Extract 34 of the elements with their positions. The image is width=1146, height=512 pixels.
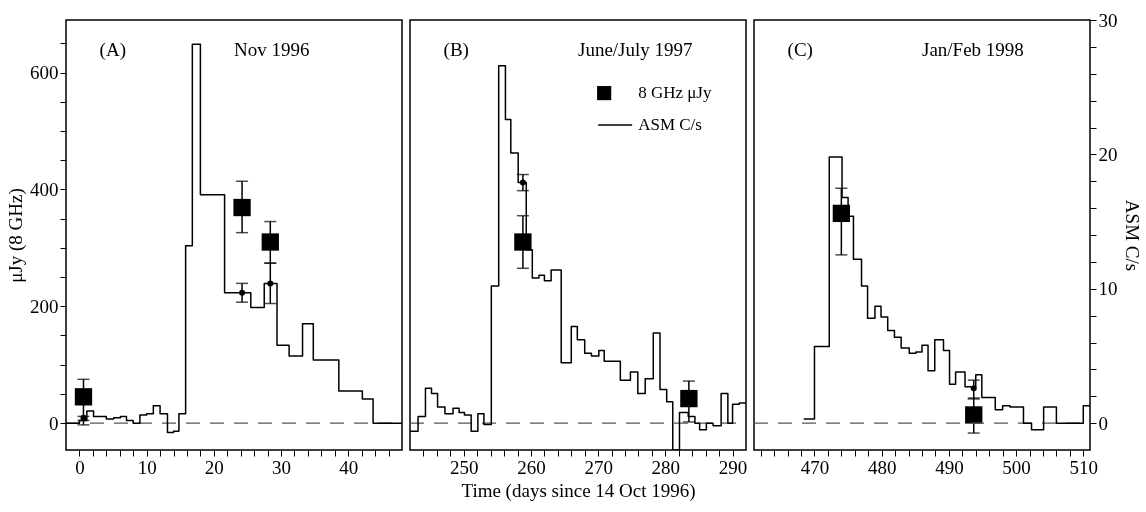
x-tick-label: 40	[339, 456, 359, 478]
x-tick-label: 480	[867, 456, 897, 478]
y2-axis-title: ASM C/s	[1121, 199, 1143, 272]
x-tick-label: 290	[718, 456, 748, 478]
x-tick-label: 500	[1002, 456, 1031, 478]
annotation: Nov 1996	[234, 39, 310, 61]
y-tick-label: 600	[30, 62, 59, 84]
x-axis-title: Time (days since 14 Oct 1996)	[461, 479, 696, 502]
x-tick-label: 260	[517, 456, 546, 478]
x-tick-label: 490	[935, 456, 964, 478]
y2-tick-label: 20	[1098, 143, 1118, 165]
x-tick-label: 250	[450, 456, 479, 478]
legend-label: 8 GHz μJy	[638, 83, 712, 103]
annotation: (C)	[787, 39, 813, 62]
y-tick-label: 0	[49, 412, 59, 434]
legend-label: ASM C/s	[638, 115, 702, 135]
x-tick-label: 470	[800, 456, 830, 478]
x-tick-label: 270	[584, 456, 613, 478]
x-tick-label: 30	[272, 456, 292, 478]
x-tick-label: 510	[1069, 456, 1099, 478]
annotation: Jan/Feb 1998	[922, 39, 1024, 61]
x-tick-label: 280	[651, 456, 681, 478]
y2-tick-label: 30	[1098, 9, 1118, 31]
x-tick-label: 10	[137, 456, 157, 478]
y2-tick-label: 0	[1098, 412, 1108, 434]
annotation: (B)	[443, 39, 469, 62]
annotation: June/July 1997	[578, 39, 693, 61]
y-tick-label: 200	[30, 295, 59, 317]
x-tick-label: 20	[204, 456, 224, 478]
y-axis-title: μJy (8 GHz)	[5, 188, 27, 283]
annotation: (A)	[99, 39, 126, 62]
y-tick-label: 400	[30, 178, 59, 200]
y2-tick-label: 10	[1098, 278, 1118, 300]
x-tick-label: 0	[75, 456, 85, 478]
